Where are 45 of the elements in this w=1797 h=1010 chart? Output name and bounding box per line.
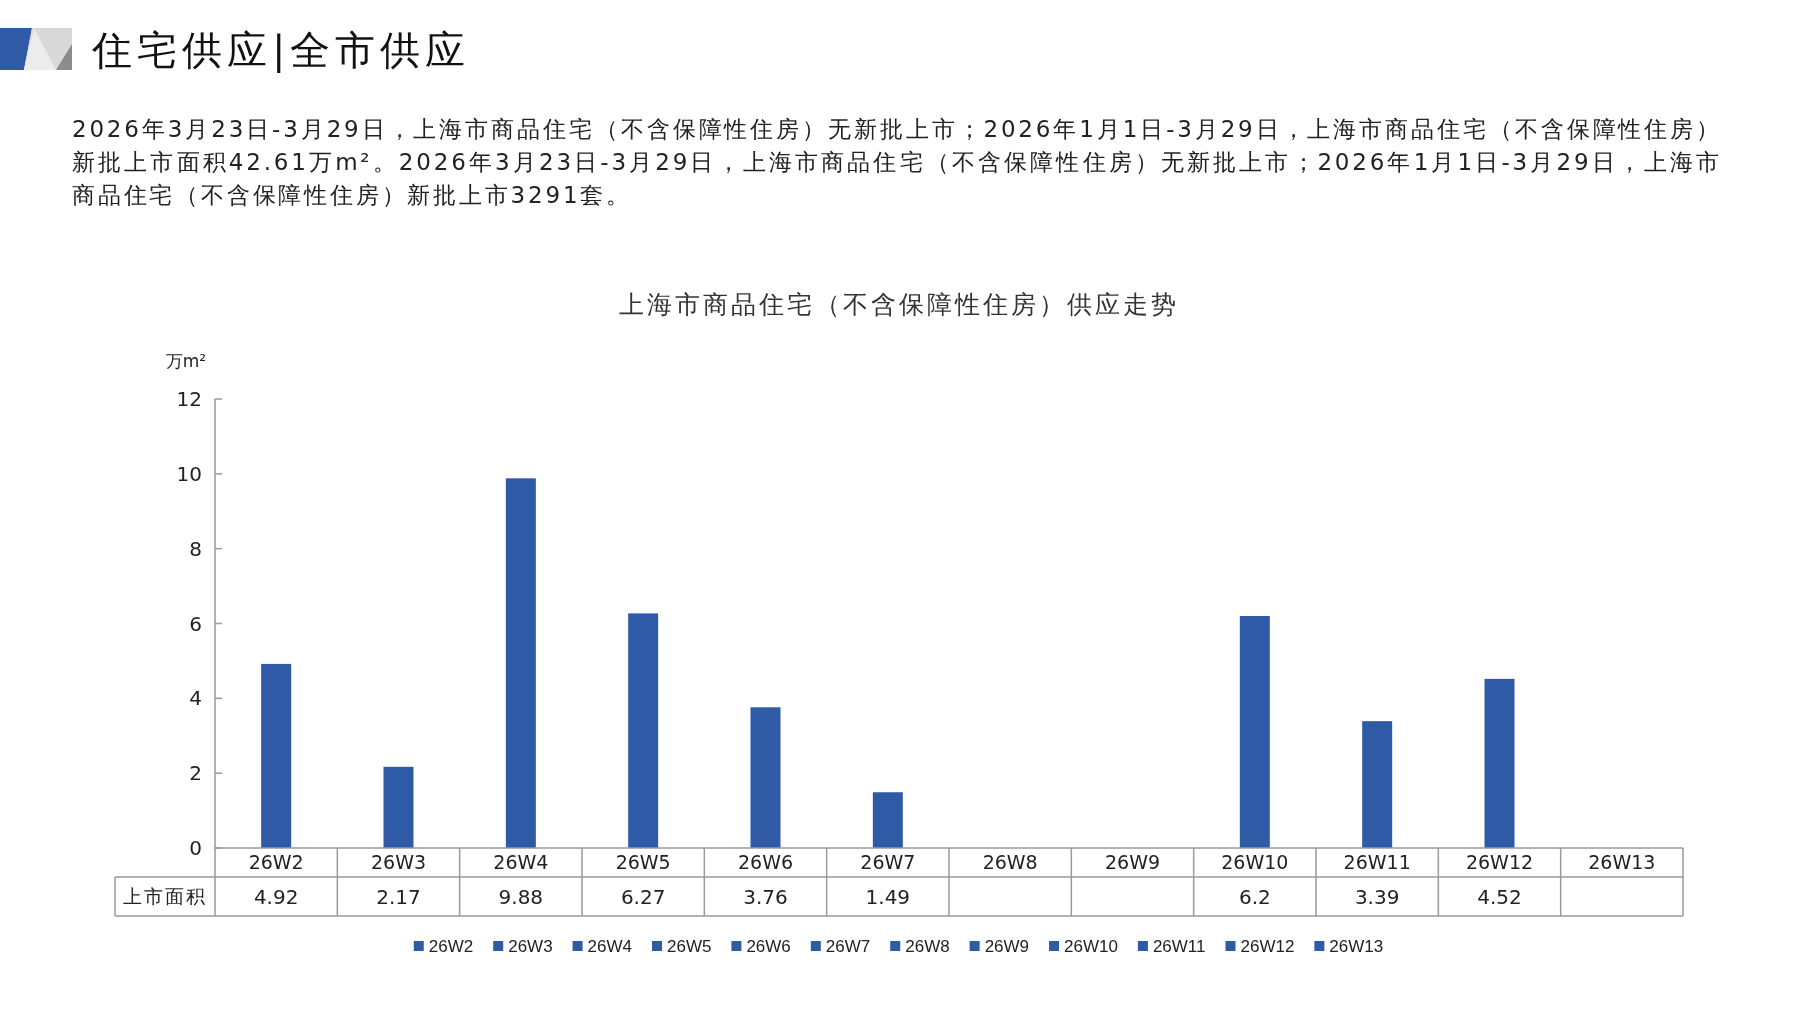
y-tick-label: 0 xyxy=(189,836,202,860)
category-label: 26W9 xyxy=(984,936,1030,956)
data-label: 6.2 xyxy=(1238,884,1271,909)
x-tick-label: 26W6 xyxy=(737,851,794,874)
text: 住宅供应|全市供应 xyxy=(91,27,471,73)
y-tick-label: 10 xyxy=(176,461,202,486)
y-tick-label: 6 xyxy=(189,611,202,636)
category-label: 26W2 xyxy=(428,936,474,956)
x-tick-label: 26W9 xyxy=(1104,851,1161,874)
category-label: 26W6 xyxy=(746,936,791,956)
x-tick-label: 26W11 xyxy=(1343,851,1411,874)
data-label: 6.27 xyxy=(620,884,666,909)
category-label: 26W7 xyxy=(825,936,871,956)
x-tick-label: 26W3 xyxy=(370,851,427,874)
x-tick-label: 26W13 xyxy=(1588,851,1656,874)
x-tick-label: 26W12 xyxy=(1465,851,1534,874)
text: 2026年3月23日-3月29日，上海市商品住宅（不含保障性住房）无新批上市；2026年1月1日-3月29日，上海市商品住宅（不含保障性住房）新批上市面积42.61万m²。2026年3月23日-3月29日，上海市商品住宅（不含保障性住房）无新批上市；2026年1月1日-3月29日，上海市商品住宅（不含保障性住房）新批上市3291套。 xyxy=(72,115,1722,210)
category-label: 26W11 xyxy=(1152,936,1206,956)
category-label: 26W10 xyxy=(1064,936,1118,956)
category-label: 26W5 xyxy=(666,936,712,956)
data-label: 3.76 xyxy=(743,884,788,909)
data-label: 9.88 xyxy=(498,884,544,909)
data-label: 4.92 xyxy=(253,884,299,909)
chart-title: 上海市商品住宅（不含保障性住房）供应走势 xyxy=(618,290,1179,319)
y-axis-title: 万m² xyxy=(165,351,207,371)
x-tick-label: 26W2 xyxy=(248,851,304,874)
data-label: 1.49 xyxy=(865,884,911,909)
data-label: 2.17 xyxy=(376,884,421,909)
y-tick-label: 4 xyxy=(189,686,202,711)
x-tick-label: 26W10 xyxy=(1221,851,1289,874)
data-label: 4.52 xyxy=(1477,884,1522,909)
x-tick-label: 26W5 xyxy=(615,851,671,874)
category-label: 26W3 xyxy=(508,936,553,956)
y-tick-label: 12 xyxy=(176,387,202,411)
y-tick-label: 8 xyxy=(189,536,202,561)
text: 上市面积 xyxy=(123,885,207,908)
x-tick-label: 26W7 xyxy=(860,851,916,874)
y-tick-label: 2 xyxy=(189,761,202,786)
category-label: 26W4 xyxy=(587,936,633,956)
category-label: 26W13 xyxy=(1329,936,1384,956)
category-label: 26W8 xyxy=(905,936,950,956)
category-label: 26W12 xyxy=(1240,936,1295,956)
data-label: 3.39 xyxy=(1354,884,1400,909)
x-tick-label: 26W8 xyxy=(982,851,1038,874)
x-tick-label: 26W4 xyxy=(493,851,549,874)
